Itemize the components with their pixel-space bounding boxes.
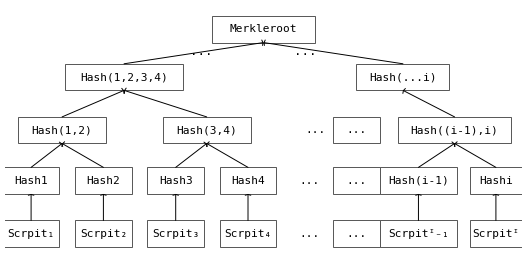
Text: ...: ... (190, 45, 213, 58)
FancyBboxPatch shape (356, 64, 450, 90)
Text: Merkleroot: Merkleroot (230, 24, 297, 34)
FancyBboxPatch shape (75, 167, 132, 194)
Text: ...: ... (346, 125, 367, 135)
FancyBboxPatch shape (380, 167, 457, 194)
FancyBboxPatch shape (18, 117, 106, 143)
FancyBboxPatch shape (220, 221, 276, 247)
Text: Hashi: Hashi (479, 176, 513, 186)
Text: Scrpitᴵ₋₁: Scrpitᴵ₋₁ (388, 229, 449, 239)
Text: Scrpit₄: Scrpit₄ (225, 229, 271, 239)
Text: ...: ... (346, 229, 367, 239)
Text: Scrpitᴵ: Scrpitᴵ (472, 229, 520, 239)
Text: ...: ... (300, 229, 320, 239)
FancyBboxPatch shape (148, 167, 204, 194)
Text: Hash3: Hash3 (159, 176, 192, 186)
Text: Scrpit₃: Scrpit₃ (152, 229, 199, 239)
FancyBboxPatch shape (220, 167, 276, 194)
FancyBboxPatch shape (470, 221, 522, 247)
Text: ...: ... (294, 45, 316, 58)
Text: Hash(...i): Hash(...i) (369, 72, 437, 82)
Text: Scrpit₂: Scrpit₂ (80, 229, 127, 239)
Text: Hash(i-1): Hash(i-1) (388, 176, 449, 186)
Text: Hash(1,2,3,4): Hash(1,2,3,4) (80, 72, 168, 82)
Text: Hash((i-1),i): Hash((i-1),i) (411, 125, 499, 135)
FancyBboxPatch shape (3, 167, 60, 194)
FancyBboxPatch shape (380, 221, 457, 247)
FancyBboxPatch shape (470, 167, 522, 194)
Text: ...: ... (300, 176, 320, 186)
FancyBboxPatch shape (75, 221, 132, 247)
FancyBboxPatch shape (163, 117, 251, 143)
Text: Hash4: Hash4 (231, 176, 265, 186)
FancyBboxPatch shape (148, 221, 204, 247)
FancyBboxPatch shape (212, 16, 315, 43)
Text: ...: ... (305, 125, 325, 135)
FancyBboxPatch shape (333, 167, 379, 194)
Text: Scrpit₁: Scrpit₁ (7, 229, 55, 239)
FancyBboxPatch shape (398, 117, 511, 143)
Text: Hash(1,2): Hash(1,2) (32, 125, 92, 135)
Text: Hash(3,4): Hash(3,4) (177, 125, 237, 135)
FancyBboxPatch shape (333, 221, 379, 247)
Text: ...: ... (346, 176, 367, 186)
FancyBboxPatch shape (3, 221, 60, 247)
FancyBboxPatch shape (333, 117, 379, 143)
FancyBboxPatch shape (65, 64, 183, 90)
Text: Hash1: Hash1 (14, 176, 48, 186)
Text: Hash2: Hash2 (86, 176, 120, 186)
